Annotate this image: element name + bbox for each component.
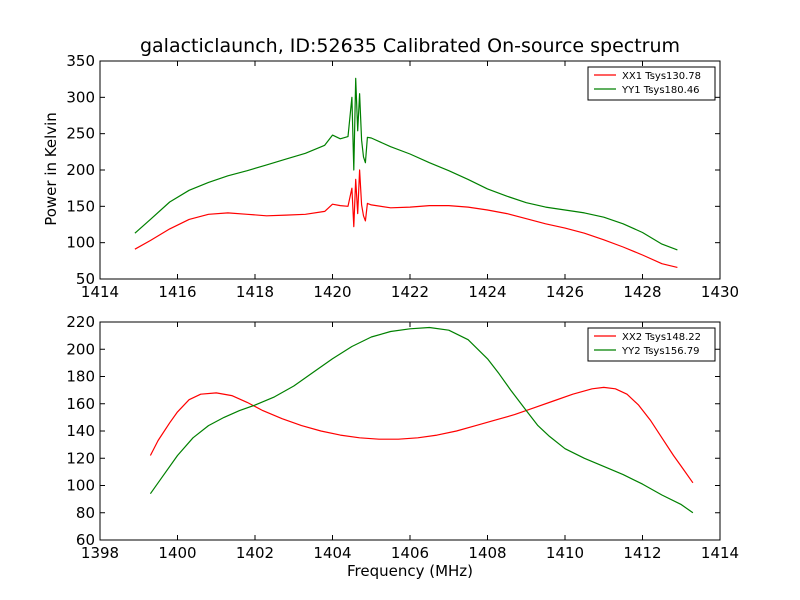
y-tick-label: 200 [66, 161, 95, 179]
x-tick-label: 1410 [546, 544, 584, 562]
y-tick-label: 200 [66, 340, 95, 358]
x-tick-label: 1428 [623, 283, 661, 301]
series-line-1 [149, 386, 694, 484]
y-tick-label: 180 [66, 368, 95, 386]
top-panel: 1414 1416 1418 1420 1422 1424 1426 1428 1430 50 10… [66, 52, 739, 301]
y-tick-label: 100 [66, 234, 95, 252]
y-tick-label: 160 [66, 395, 95, 413]
y-tick-label: 50 [76, 270, 95, 288]
x-tick-label: 1406 [391, 544, 429, 562]
x-tick-label: 1400 [158, 544, 196, 562]
bottom-panel: 1398 1400 1402 1404 1406 1408 1410 1412 1414 60 80… [66, 313, 739, 562]
x-tick-label: 1430 [701, 283, 739, 301]
x-tick-label: 1408 [468, 544, 506, 562]
x-tick-label: 1418 [236, 283, 274, 301]
x-tick-label: 1414 [81, 283, 119, 301]
legend-label: YY1 Tsys180.46 [621, 85, 700, 96]
legend-label: YY2 Tsys156.79 [621, 346, 700, 357]
x-tick-label: 1398 [81, 544, 119, 562]
legend: XX2 Tsys148.22 YY2 Tsys156.79 [587, 327, 716, 362]
y-tick-label: 300 [66, 88, 95, 106]
y-tick-label: 220 [66, 313, 95, 331]
x-tick-label: 1414 [701, 544, 739, 562]
legend-label: XX1 Tsys130.78 [622, 71, 701, 82]
y-tick-label: 100 [66, 477, 95, 495]
series-line-1 [134, 169, 678, 268]
y-tick-label: 120 [66, 449, 95, 467]
legend-box [587, 66, 716, 101]
y-tick-label: 150 [66, 197, 95, 215]
chart-title: galacticlaunch, ID:52635 Calibrated On-s… [140, 35, 680, 57]
y-tick-label: 60 [76, 531, 95, 549]
x-tick-label: 1416 [158, 283, 196, 301]
x-tick-label: 1412 [623, 544, 661, 562]
series-line-2 [149, 326, 694, 514]
x-tick-label: 1426 [546, 283, 584, 301]
x-tick-label: 1424 [468, 283, 506, 301]
x-tick-label: 1422 [391, 283, 429, 301]
series-line-2 [134, 77, 678, 251]
x-tick-label: 1420 [313, 283, 351, 301]
legend-box [587, 327, 716, 362]
x-tick-label: 1404 [313, 544, 351, 562]
y-tick-label: 350 [66, 52, 95, 70]
y-axis-label: Power in Kelvin [42, 112, 60, 226]
x-axis-label: Frequency (MHz) [347, 562, 473, 580]
legend-label: XX2 Tsys148.22 [622, 332, 701, 343]
x-tick-label: 1402 [236, 544, 274, 562]
y-tick-label: 140 [66, 422, 95, 440]
y-tick-label: 250 [66, 125, 95, 143]
y-tick-label: 80 [76, 504, 95, 522]
legend: XX1 Tsys130.78 YY1 Tsys180.46 [587, 66, 716, 101]
